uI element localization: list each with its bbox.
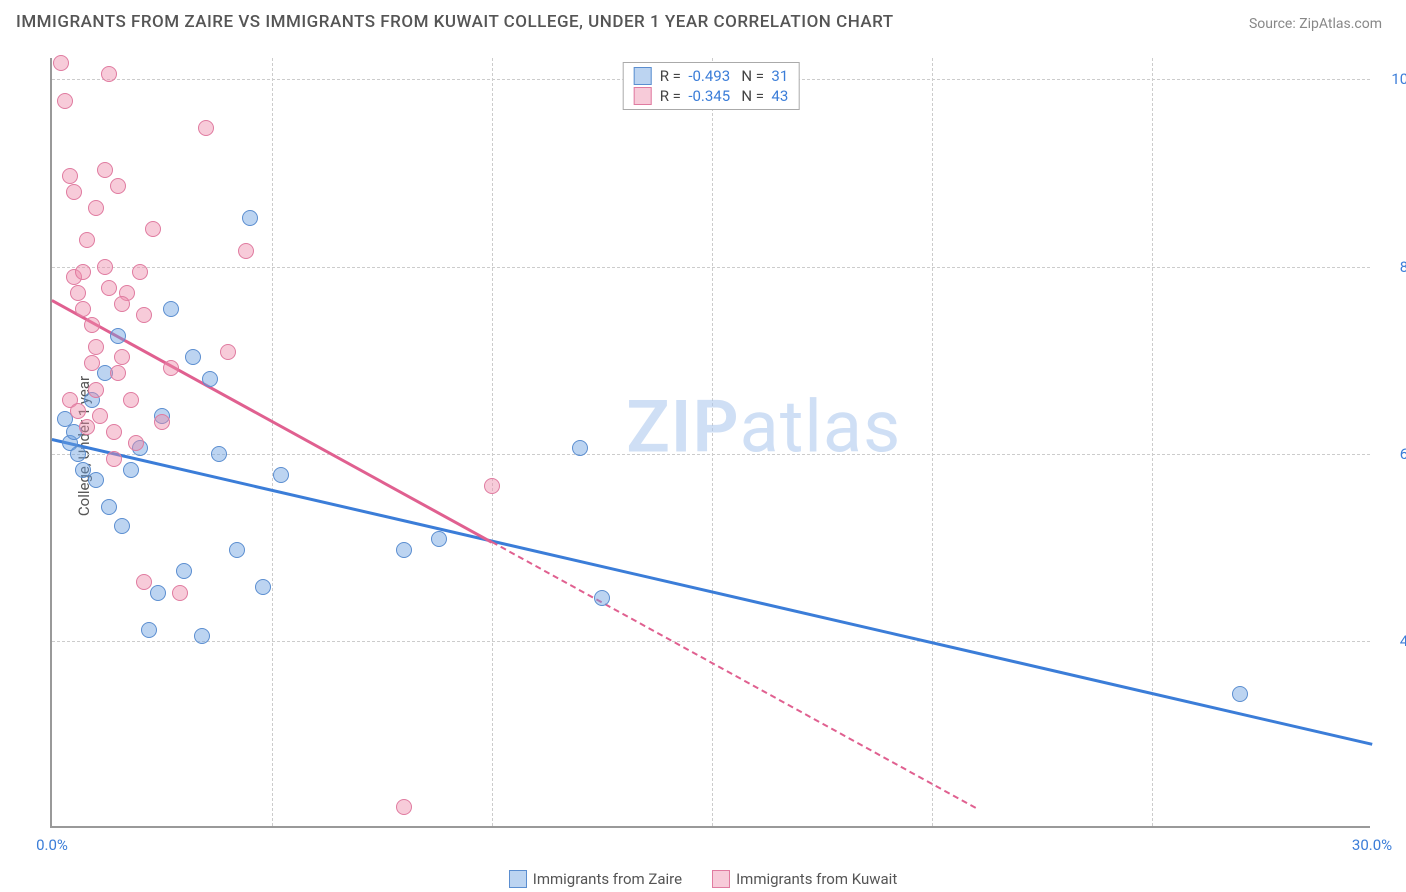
data-point <box>110 328 126 344</box>
data-point <box>106 451 122 467</box>
data-point <box>70 403 86 419</box>
legend-series: Immigrants from Zaire Immigrants from Kuw… <box>0 870 1406 888</box>
legend-stats: R = -0.493 N = 31 <box>660 67 789 85</box>
data-point <box>194 628 210 644</box>
data-point <box>84 355 100 371</box>
legend-swatch <box>509 870 527 888</box>
y-tick-label: 47.5% <box>1380 632 1406 650</box>
data-point <box>101 66 117 82</box>
plot-area: ZIPatlas R = -0.493 N = 31 R = -0.345 N =… <box>50 58 1370 828</box>
source-label: Source: ZipAtlas.com <box>1249 16 1382 32</box>
y-tick-label: 100.0% <box>1380 70 1406 88</box>
data-point <box>255 579 271 595</box>
legend-row: R = -0.345 N = 43 <box>634 87 789 105</box>
legend-series-label: Immigrants from Zaire <box>533 870 682 888</box>
data-point <box>79 419 95 435</box>
gridline-vertical <box>492 58 493 826</box>
data-point <box>484 478 500 494</box>
data-point <box>70 285 86 301</box>
gridline-vertical <box>932 58 933 826</box>
data-point <box>70 446 86 462</box>
data-point <box>176 563 192 579</box>
x-tick-label: 0.0% <box>36 836 68 854</box>
data-point <box>123 392 139 408</box>
legend-correlation: R = -0.493 N = 31 R = -0.345 N = 43 <box>623 62 800 110</box>
data-point <box>101 499 117 515</box>
data-point <box>110 365 126 381</box>
gridline-vertical <box>272 58 273 826</box>
data-point <box>88 472 104 488</box>
data-point <box>229 542 245 558</box>
data-point <box>79 232 95 248</box>
data-point <box>202 371 218 387</box>
chart-title: IMMIGRANTS FROM ZAIRE VS IMMIGRANTS FROM… <box>16 12 894 32</box>
trendline <box>492 541 977 809</box>
data-point <box>431 531 447 547</box>
data-point <box>97 162 113 178</box>
data-point <box>123 462 139 478</box>
data-point <box>1232 686 1248 702</box>
data-point <box>136 307 152 323</box>
data-point <box>163 301 179 317</box>
data-point <box>154 414 170 430</box>
data-point <box>57 93 73 109</box>
data-point <box>92 408 108 424</box>
data-point <box>594 590 610 606</box>
data-point <box>75 301 91 317</box>
data-point <box>220 344 236 360</box>
data-point <box>128 435 144 451</box>
watermark: ZIPatlas <box>626 384 901 469</box>
data-point <box>88 339 104 355</box>
data-point <box>396 799 412 815</box>
data-point <box>110 178 126 194</box>
data-point <box>141 622 157 638</box>
data-point <box>84 317 100 333</box>
data-point <box>97 259 113 275</box>
data-point <box>114 518 130 534</box>
data-point <box>101 280 117 296</box>
data-point <box>88 382 104 398</box>
data-point <box>66 184 82 200</box>
y-tick-label: 82.5% <box>1380 258 1406 276</box>
gridline-horizontal <box>52 641 1370 642</box>
y-tick-label: 65.0% <box>1380 445 1406 463</box>
data-point <box>136 574 152 590</box>
gridline-vertical <box>712 58 713 826</box>
data-point <box>172 585 188 601</box>
gridline-horizontal <box>52 267 1370 268</box>
legend-swatch <box>634 67 652 85</box>
legend-swatch <box>712 870 730 888</box>
data-point <box>572 440 588 456</box>
data-point <box>273 467 289 483</box>
legend-series-item: Immigrants from Zaire <box>509 870 682 888</box>
data-point <box>53 55 69 71</box>
legend-series-label: Immigrants from Kuwait <box>736 870 897 888</box>
data-point <box>396 542 412 558</box>
x-tick-label: 30.0% <box>1352 836 1392 854</box>
chart-container: IMMIGRANTS FROM ZAIRE VS IMMIGRANTS FROM… <box>0 0 1406 892</box>
data-point <box>163 360 179 376</box>
data-point <box>198 120 214 136</box>
legend-series-item: Immigrants from Kuwait <box>712 870 897 888</box>
data-point <box>132 264 148 280</box>
gridline-vertical <box>1152 58 1153 826</box>
data-point <box>62 168 78 184</box>
data-point <box>150 585 166 601</box>
data-point <box>145 221 161 237</box>
data-point <box>211 446 227 462</box>
data-point <box>88 200 104 216</box>
legend-row: R = -0.493 N = 31 <box>634 67 789 85</box>
data-point <box>114 296 130 312</box>
data-point <box>238 243 254 259</box>
gridline-horizontal <box>52 454 1370 455</box>
legend-swatch <box>634 87 652 105</box>
legend-stats: R = -0.345 N = 43 <box>660 87 789 105</box>
data-point <box>114 349 130 365</box>
data-point <box>242 210 258 226</box>
data-point <box>75 264 91 280</box>
data-point <box>106 424 122 440</box>
data-point <box>185 349 201 365</box>
